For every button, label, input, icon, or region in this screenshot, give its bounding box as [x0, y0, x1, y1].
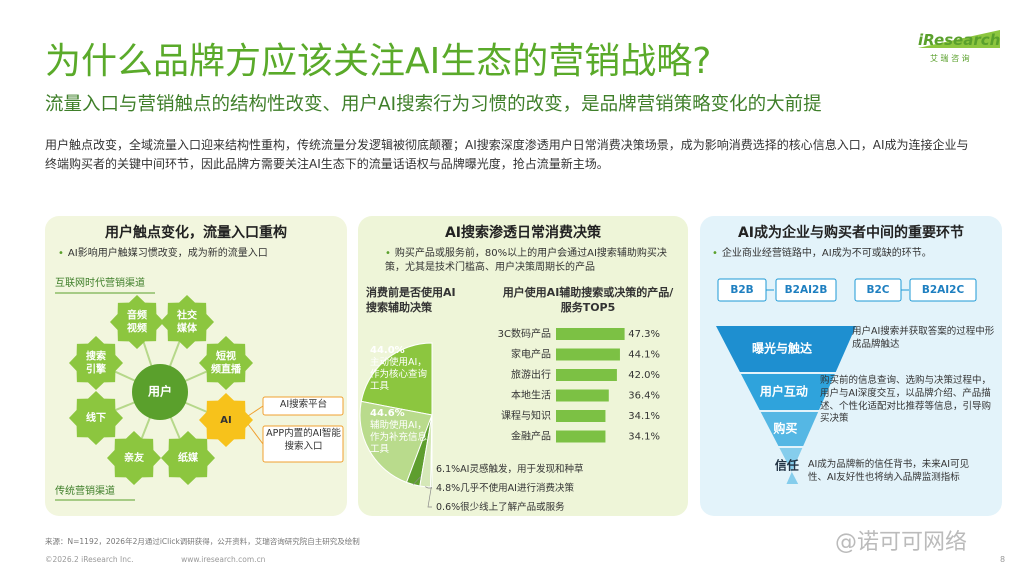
pie-slice: [430, 414, 433, 488]
subtitle: 流量入口与营销触点的结构性改变、用户AI搜索行为习惯的改变，是品牌营销策略变化的…: [45, 94, 822, 115]
pie-label-part: 6.1%: [436, 464, 460, 475]
bar-value: 42.0%: [628, 370, 660, 381]
bullet: 购买产品或服务前，80%以上的用户会通过AI搜索辅助购买决策，尤其是技术门槛高、…: [385, 247, 675, 274]
pie-label: 主动使用AI，作为核心查询工具: [370, 357, 428, 392]
bar-value: 34.1%: [628, 411, 660, 422]
channel-label: 音频视频: [127, 309, 147, 335]
pie-value: 44.0%: [370, 345, 405, 356]
callout: APP内置的AI智能搜索入口: [266, 428, 341, 452]
chain-label: B2AI2B: [785, 284, 828, 296]
channel-label: AI: [220, 415, 231, 426]
channel-node: [199, 336, 253, 390]
funnel-note: AI成为品牌新的信任背书，未来AI可见性、AI友好性也将纳入品牌监测指标: [808, 459, 970, 483]
bar-value: 44.1%: [628, 350, 660, 361]
pie-slice: [360, 342, 433, 416]
channel-label: 社交媒体: [176, 309, 198, 335]
bar-category: 家电产品: [511, 348, 551, 361]
channel-node: [160, 295, 214, 349]
funnel-layer: [740, 374, 835, 410]
pie-label-part: 0.6%: [436, 502, 460, 513]
funnel-layer: [779, 448, 803, 484]
logo: iResearch: [918, 31, 1001, 49]
pie-label-part: 4.8%: [436, 483, 460, 494]
panel-title: 用户触点变化，流量入口重构: [105, 225, 287, 241]
funnel-note: 用户AI搜索并获取答案的过程中形成品牌触达: [852, 326, 995, 350]
page-number: 8: [1000, 555, 1006, 564]
channel-label: 亲友: [124, 451, 144, 464]
center-label: 用户: [147, 384, 172, 399]
pie-label-part: AI灵感触发，用于发现和种草: [460, 463, 583, 475]
channel-node: [107, 431, 161, 485]
funnel-layer: [760, 412, 819, 446]
funnel-label: 曝光与触达: [752, 341, 812, 356]
bar: [556, 369, 617, 381]
bar: [556, 430, 606, 443]
chain-label: B2B: [730, 284, 753, 296]
chain-box: [909, 278, 977, 302]
pie-label: 辅助使用AI，作为补充信息工具: [370, 420, 428, 455]
channel-node: [199, 393, 253, 447]
pie-label: 4.8%几乎不使用AI进行消费决策: [436, 482, 574, 494]
bar-category: 3C数码产品: [498, 327, 551, 340]
channel-node: [69, 391, 123, 445]
intro: 用户触点改变，全域流量入口迎来结构性重构，传统流量分发逻辑被彻底颠覆；AI搜索深…: [45, 138, 969, 171]
channel-label: 搜索引擎: [86, 350, 106, 376]
copyright: ©2026.2 iResearch Inc. www.iresearch.com…: [45, 555, 266, 564]
panel-title: AI搜索渗透日常消费决策: [444, 225, 602, 241]
bar: [556, 410, 606, 422]
channel-node: [110, 295, 164, 349]
chain-box: [775, 278, 837, 302]
leader: [427, 486, 432, 508]
bar-category: 课程与知识: [501, 409, 551, 422]
channel-label: 短视频直播: [211, 350, 242, 376]
bullet: 企业商业经营链路中，AI成为不可或缺的环节。: [712, 247, 992, 261]
panel-bg: [358, 216, 688, 516]
funnel-label: 购买: [773, 421, 797, 436]
bar: [556, 389, 609, 402]
channel-label: 传统营销渠道: [55, 486, 115, 497]
channel-node: [69, 336, 123, 390]
funnel-label: 用户互动: [759, 384, 808, 399]
logo-sub: 艾 瑞 咨 询: [930, 54, 970, 63]
bullet: AI影响用户触媒习惯改变，成为新的流量入口: [58, 247, 338, 261]
chain-box: [717, 278, 767, 302]
channel-label: 纸媒: [178, 451, 199, 464]
chain-label: B2AI2C: [922, 284, 965, 296]
callout: AI搜索平台: [279, 399, 328, 410]
chain-label: B2C: [866, 284, 889, 296]
channel-label: 互联网时代营销渠道: [55, 278, 145, 289]
bar-title: 用户使用AI辅助搜索或决策的产品/服务TOP5: [502, 286, 674, 314]
center-node: [132, 364, 188, 420]
leader: [425, 486, 432, 489]
pie-value: 44.6%: [370, 408, 405, 419]
watermark: @诺可可网络: [835, 530, 968, 555]
bar-value: 47.3%: [628, 329, 660, 340]
funnel-note: 购买前的信息查询、选购与决策过程中，用户与AI深度交互，以品牌介绍、产品描述、个…: [820, 375, 992, 425]
pie-label: 0.6%很少线上了解产品或服务: [436, 501, 565, 513]
channel-label: 线下: [86, 411, 106, 424]
bar-value: 34.1%: [628, 432, 660, 443]
channel-node: [161, 431, 215, 485]
logo-swoosh: [918, 30, 1000, 48]
funnel-label: 信任: [775, 458, 799, 473]
panel-title: AI成为企业与购买者中间的重要环节: [737, 225, 965, 241]
bar-category: 金融产品: [511, 430, 551, 443]
pie-label-part: 几乎不使用AI进行消费决策: [460, 482, 574, 494]
chain-box: [854, 278, 902, 302]
pie-label: 6.1%AI灵感触发，用于发现和种草: [436, 463, 583, 475]
bar-category: 本地生活: [511, 389, 551, 402]
pie-label-part: 很少线上了解产品或服务: [460, 501, 565, 513]
source: 来源：N=1192，2026年2月通过iClick调研获得，公开资料，艾瑞咨询研…: [45, 537, 360, 546]
title: 为什么品牌方应该关注AI生态的营销战略?: [45, 41, 712, 82]
bar-category: 旅游出行: [511, 368, 551, 381]
bar-value: 36.4%: [628, 391, 660, 402]
pie-title: 消费前是否使用AI搜索辅助决策: [366, 286, 456, 314]
funnel-layer: [716, 326, 856, 372]
bar: [556, 348, 620, 361]
bar: [556, 328, 625, 340]
